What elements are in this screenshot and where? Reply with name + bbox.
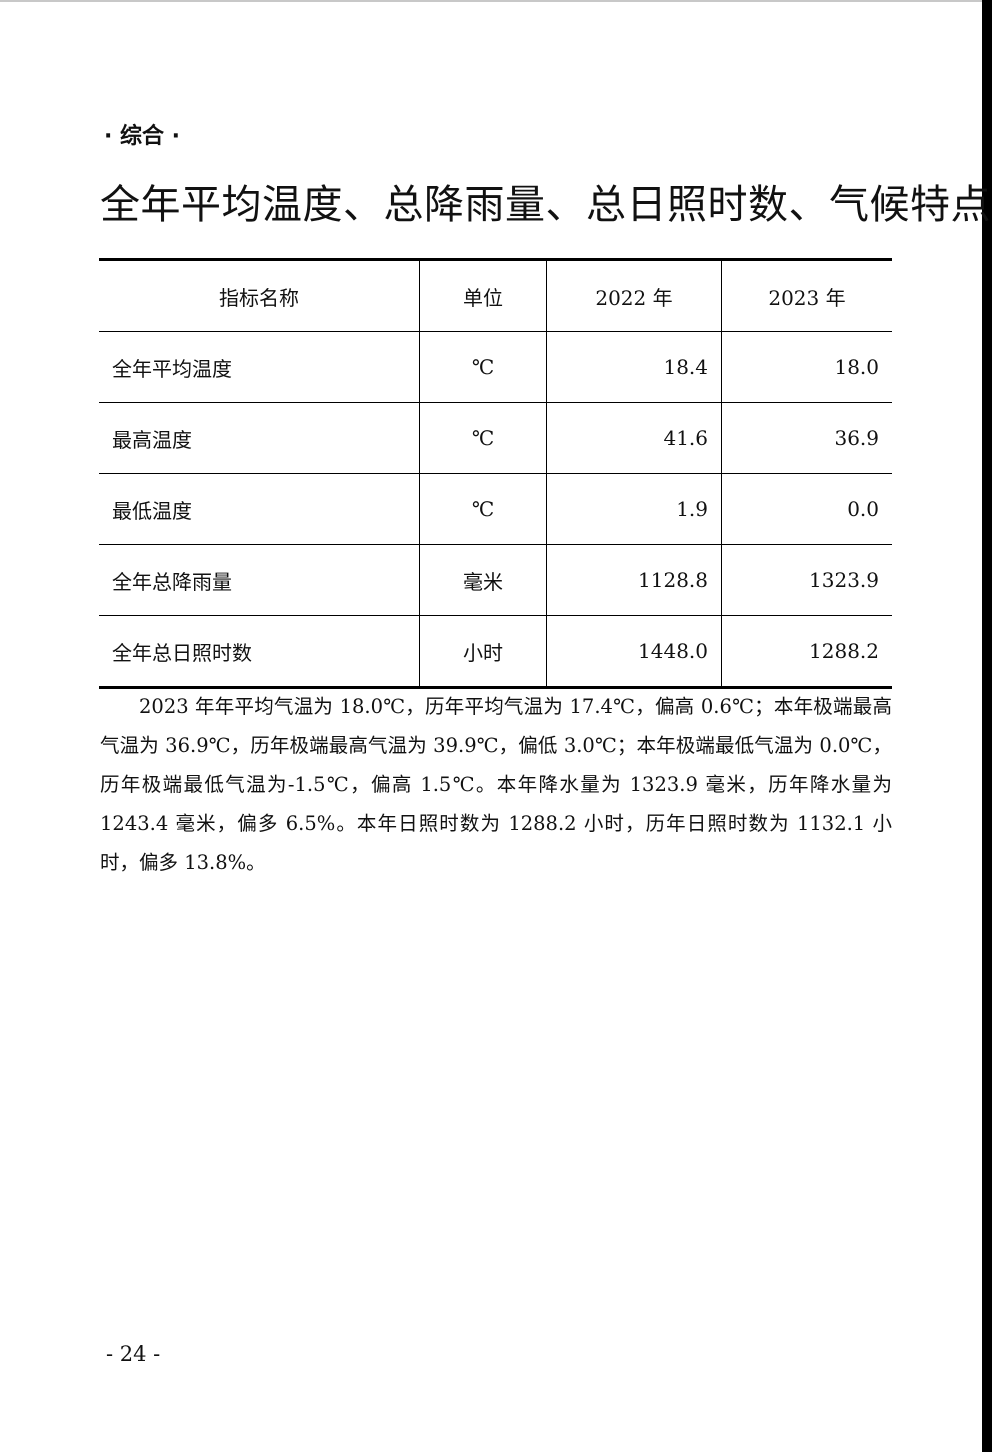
page-title: 全年平均温度、总降雨量、总日照时数、气候特点 — [100, 182, 991, 228]
cell-2023: 1288.2 — [721, 615, 892, 688]
climate-table: 指标名称 单位 2022 年 2023 年 全年平均温度 ℃ 18.4 18.0 最高温… — [99, 258, 892, 689]
table-row: 最高温度 ℃ 41.6 36.9 — [99, 402, 892, 474]
cell-2023: 36.9 — [721, 402, 892, 474]
table-row: 最低温度 ℃ 1.9 0.0 — [99, 473, 892, 545]
cell-unit: ℃ — [419, 402, 547, 474]
cell-unit: 毫米 — [419, 544, 547, 616]
table-row: 全年总日照时数 小时 1448.0 1288.2 — [99, 615, 892, 688]
cell-unit: 小时 — [419, 615, 547, 688]
header-2022: 2022 年 — [546, 259, 722, 332]
cell-indicator: 全年总降雨量 — [99, 544, 420, 616]
cell-indicator: 最低温度 — [99, 473, 420, 545]
cell-indicator: 最高温度 — [99, 402, 420, 474]
page-top-edge — [0, 0, 982, 2]
table-row: 全年平均温度 ℃ 18.4 18.0 — [99, 331, 892, 403]
header-unit: 单位 — [419, 259, 547, 332]
cell-2022: 1.9 — [546, 473, 722, 545]
table-row: 全年总降雨量 毫米 1128.8 1323.9 — [99, 544, 892, 616]
page-number: - 24 - — [106, 1342, 161, 1366]
cell-2023: 18.0 — [721, 331, 892, 403]
cell-2022: 41.6 — [546, 402, 722, 474]
section-label: · 综合 · — [104, 124, 181, 149]
cell-2023: 1323.9 — [721, 544, 892, 616]
cell-2022: 1448.0 — [546, 615, 722, 688]
cell-indicator: 全年总日照时数 — [99, 615, 420, 688]
cell-2023: 0.0 — [721, 473, 892, 545]
cell-unit: ℃ — [419, 331, 547, 403]
cell-2022: 1128.8 — [546, 544, 722, 616]
page-right-edge — [982, 0, 992, 1452]
header-indicator: 指标名称 — [99, 259, 420, 332]
table-header-row: 指标名称 单位 2022 年 2023 年 — [99, 259, 892, 332]
cell-indicator: 全年平均温度 — [99, 331, 420, 403]
header-2023: 2023 年 — [721, 259, 892, 332]
cell-unit: ℃ — [419, 473, 547, 545]
cell-2022: 18.4 — [546, 331, 722, 403]
climate-summary-paragraph: 2023 年年平均气温为 18.0℃，历年平均气温为 17.4℃，偏高 0.6℃… — [100, 695, 892, 874]
